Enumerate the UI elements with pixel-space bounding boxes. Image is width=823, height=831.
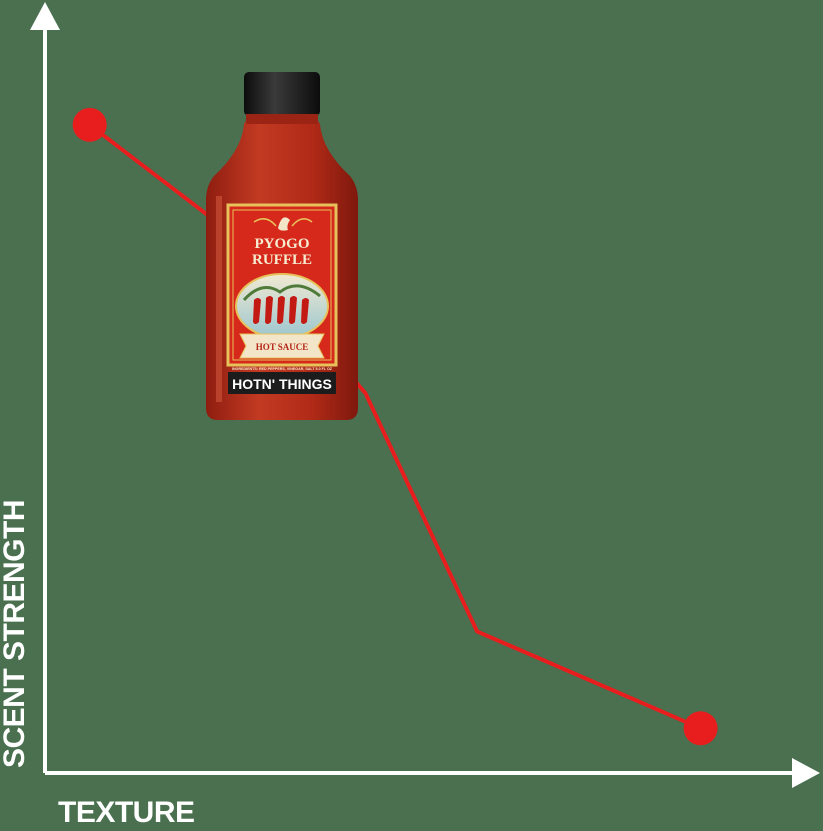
bird-emblem-icon xyxy=(278,217,290,231)
chili-peppers-icon xyxy=(253,296,309,324)
label-ribbon xyxy=(239,333,325,359)
series-layer xyxy=(72,107,718,746)
bottle-highlight xyxy=(216,196,222,402)
neck-ring xyxy=(246,114,318,124)
x-axis-label: TEXTURE xyxy=(58,796,195,829)
data-point-marker-4 xyxy=(683,711,718,746)
hot-sauce-bottle: PYOGO RUFFLE HOT SAUCE INGREDIENTS: RED … xyxy=(206,72,358,420)
y-axis-label: SCENT STRENGTH xyxy=(0,500,31,768)
name-plate xyxy=(228,372,336,394)
axes xyxy=(30,2,820,788)
y-axis-arrow-icon xyxy=(30,2,60,30)
bottle-cap xyxy=(244,72,320,116)
brand-line-2: RUFFLE xyxy=(252,252,312,268)
data-point-marker-0 xyxy=(72,107,107,142)
x-axis-arrow-icon xyxy=(792,758,820,788)
ribbon-text: HOT SAUCE xyxy=(256,342,309,352)
brand-line-1: PYOGO xyxy=(255,236,310,252)
series-line-0 xyxy=(88,123,702,731)
label-small-print: INGREDIENTS: RED PEPPERS, VINEGAR, SALT … xyxy=(232,366,333,371)
product-name: HOTN' THINGS xyxy=(232,376,332,392)
